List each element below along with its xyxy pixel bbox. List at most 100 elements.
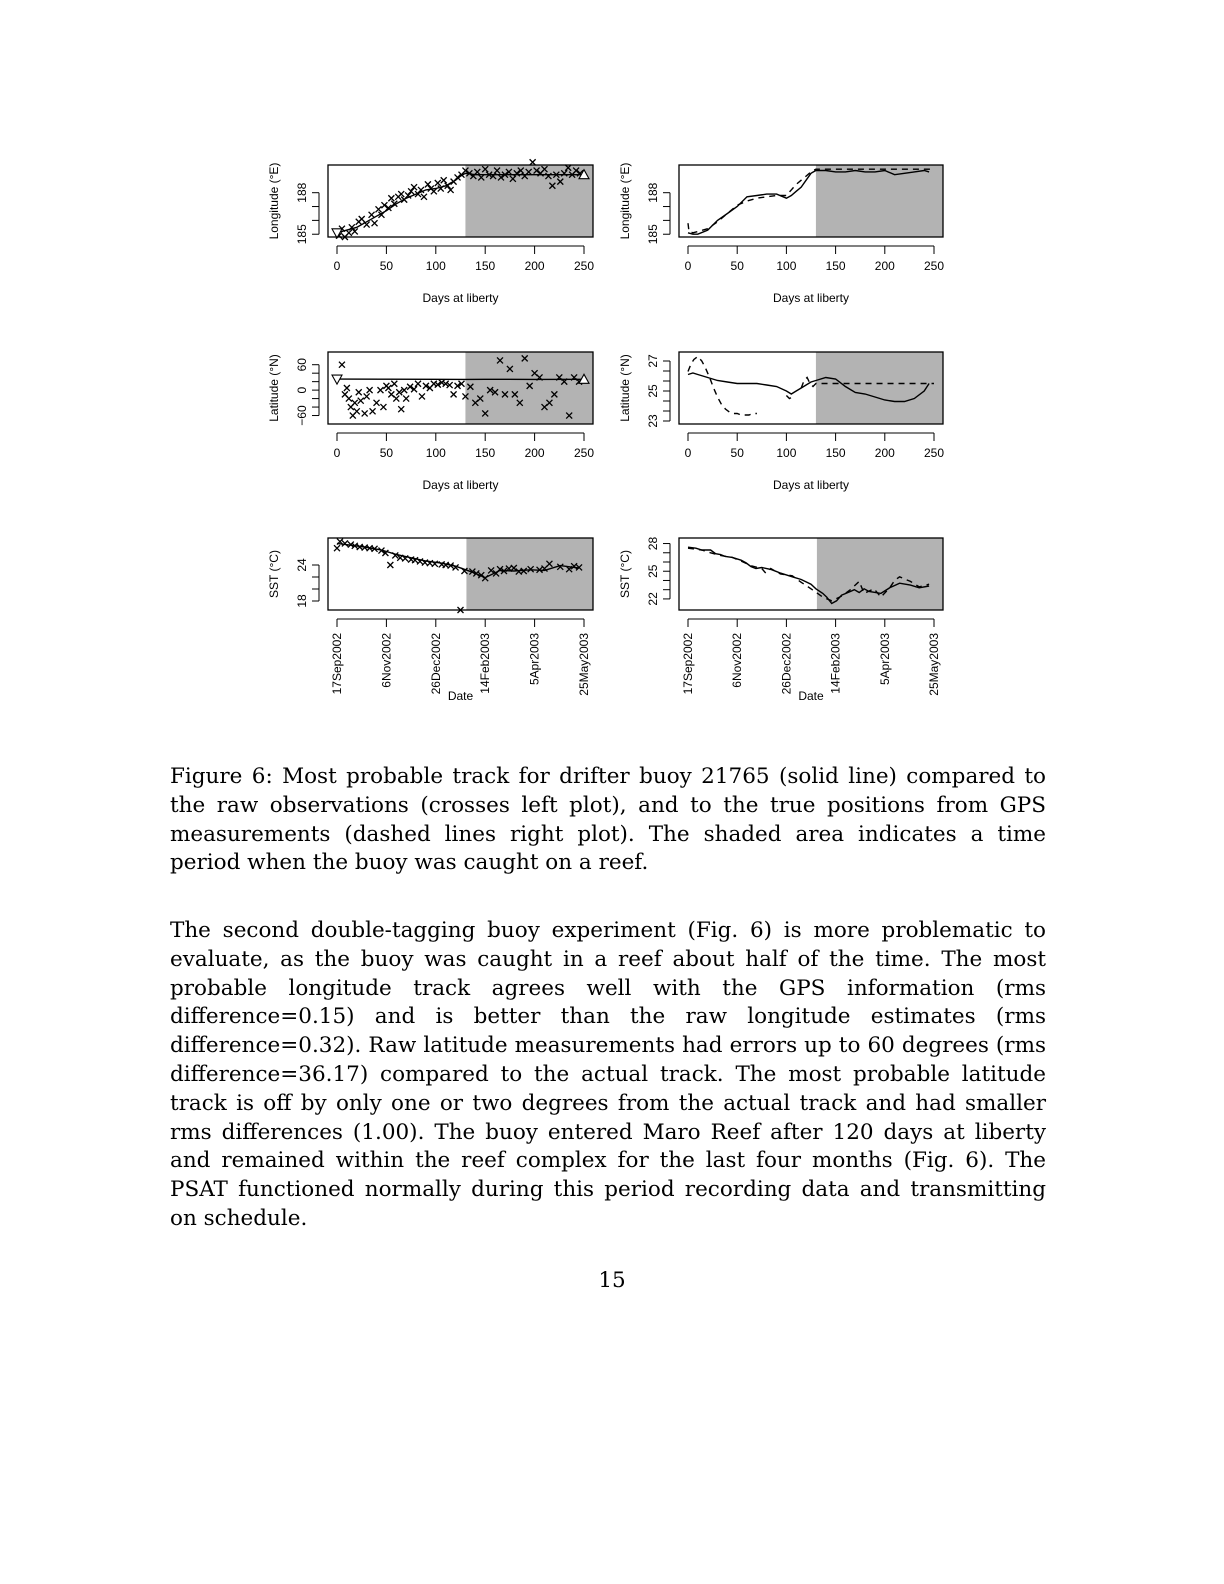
y-tick-label: 24 — [295, 558, 309, 572]
chart-panel-1: 0 50 100 150 200 250 185 188 Longitude (°E) Days … — [267, 158, 594, 305]
gps-track-dashed — [687, 355, 757, 416]
observation-cross — [378, 211, 385, 219]
y-tick-label: 60 — [295, 358, 309, 372]
observation-cross — [476, 395, 484, 403]
y-tick-label: 185 — [295, 224, 309, 244]
chart-panel-3: 0 50 100 150 200 250 −60 0 60 Latitude (°N) Days a… — [267, 351, 594, 492]
y-axis-title: Latitude (°N) — [267, 354, 281, 422]
observation-cross — [371, 545, 379, 553]
chart-panel-6: 17Sep2002 6Nov2002 26Dec2002 14Feb2003 5Apr2… — [618, 537, 944, 703]
observation-cross — [460, 567, 468, 575]
x-tick-label: 5Apr2003 — [878, 633, 892, 685]
observation-cross — [345, 395, 353, 403]
observation-cross — [414, 190, 422, 198]
plot-frame — [327, 351, 594, 425]
observation-cross — [560, 169, 568, 177]
x-tick-label: 100 — [776, 259, 796, 273]
observation-cross — [343, 384, 351, 392]
end-marker — [578, 373, 590, 384]
x-tick-label: 0 — [685, 259, 692, 273]
x-tick-label: 14Feb2003 — [478, 633, 492, 694]
observation-cross — [361, 409, 369, 417]
y-axis-title: SST (°C) — [267, 550, 281, 598]
observation-cross — [416, 557, 424, 565]
observation-cross — [333, 544, 341, 552]
y-tick-label: 28 — [646, 537, 660, 551]
most-probable-track — [687, 169, 930, 235]
observation-cross — [454, 174, 461, 181]
observation-cross — [506, 365, 514, 373]
figure-caption: Figure 6: Most probable track for drifte… — [170, 764, 1046, 876]
end-marker — [578, 168, 590, 180]
y-tick-label: 188 — [646, 182, 660, 202]
observation-cross — [401, 554, 409, 562]
x-tick-label: 200 — [525, 259, 545, 273]
x-tick-label: 200 — [875, 446, 895, 460]
x-tick-label: 26Dec2002 — [429, 633, 443, 695]
observation-cross — [358, 215, 366, 223]
observation-cross — [431, 560, 439, 568]
observation-cross — [438, 379, 446, 386]
observation-cross — [379, 403, 387, 411]
x-tick-label: 100 — [776, 446, 796, 460]
observation-cross — [447, 186, 455, 194]
observation-cross — [437, 185, 445, 192]
x-tick-label: 50 — [731, 259, 745, 273]
x-axis-title: Days at liberty — [422, 478, 498, 492]
x-tick-label: 0 — [685, 446, 692, 460]
observation-cross — [407, 187, 415, 195]
observation-cross — [369, 407, 377, 415]
observation-cross — [509, 175, 517, 183]
observation-cross — [481, 409, 489, 417]
gps-track-dashed — [800, 376, 934, 389]
plot-frame — [678, 164, 944, 238]
x-tick-label: 150 — [475, 446, 495, 460]
most-probable-track — [687, 372, 930, 403]
observation-cross — [434, 179, 442, 187]
chart-panel-5: 17Sep2002 6Nov2002 26Dec2002 14Feb2003 5Apr2… — [267, 537, 594, 703]
observation-cross — [477, 174, 485, 181]
observation-cross — [406, 383, 414, 391]
x-tick-label: 250 — [574, 446, 594, 460]
x-axis-title: Date — [448, 689, 474, 703]
observation-cross — [444, 182, 452, 190]
observation-cross — [526, 382, 534, 390]
observation-cross — [402, 395, 410, 403]
observation-cross — [341, 539, 349, 547]
x-tick-label: 100 — [426, 259, 446, 273]
observation-cross — [338, 361, 346, 369]
y-axis-title: Longitude (°E) — [267, 163, 281, 240]
observation-cross — [487, 566, 495, 574]
observation-cross — [511, 390, 519, 398]
observation-cross — [397, 190, 405, 198]
x-tick-label: 14Feb2003 — [829, 633, 843, 694]
x-tick-label: 17Sep2002 — [330, 633, 344, 695]
observation-cross — [465, 169, 473, 177]
x-tick-label: 50 — [380, 446, 394, 460]
observation-cross — [411, 556, 419, 564]
observation-cross — [468, 568, 476, 576]
observation-cross — [527, 565, 535, 573]
x-tick-label: 250 — [924, 259, 944, 273]
observation-cross — [533, 167, 541, 174]
reef-shaded-region — [466, 538, 593, 610]
x-tick-label: 50 — [380, 259, 394, 273]
observation-cross — [430, 187, 438, 195]
observation-cross — [366, 386, 374, 394]
x-axis-title: Days at liberty — [422, 291, 498, 305]
observation-cross — [521, 354, 529, 362]
x-tick-label: 250 — [924, 446, 944, 460]
observation-cross — [390, 200, 398, 208]
observation-cross — [510, 564, 518, 572]
x-tick-label: 6Nov2002 — [379, 633, 393, 688]
observation-cross — [400, 386, 408, 394]
observation-cross — [404, 192, 412, 199]
observation-cross — [373, 399, 380, 407]
observation-cross — [473, 168, 481, 176]
observation-cross — [529, 158, 537, 166]
y-tick-label: 185 — [646, 224, 660, 244]
observation-cross — [564, 164, 572, 172]
plot-frame — [678, 537, 944, 611]
y-tick-label: −60 — [295, 405, 309, 426]
observation-cross — [572, 167, 580, 174]
